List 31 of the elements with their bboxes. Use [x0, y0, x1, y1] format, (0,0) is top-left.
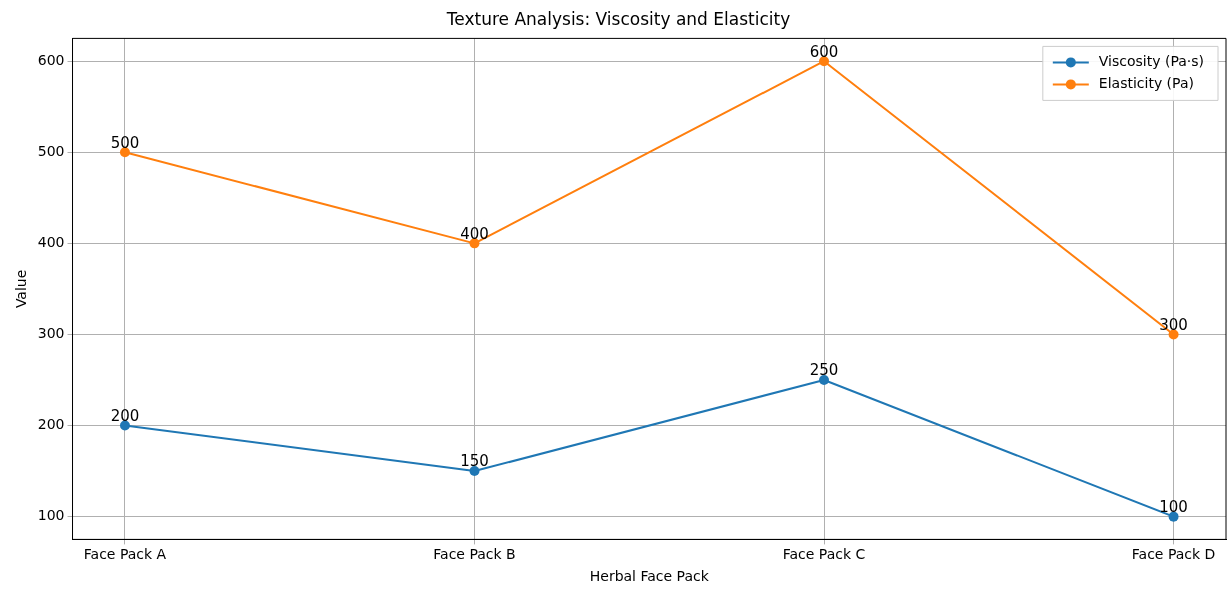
x-tick-label: Face Pack C — [782, 546, 866, 563]
point — [819, 56, 830, 67]
point — [469, 466, 480, 477]
point — [819, 374, 830, 385]
point — [119, 147, 130, 158]
y-tick-label: 400 — [37, 234, 65, 250]
y-tick-label: 300 — [37, 325, 65, 342]
point — [469, 238, 480, 249]
data-label: 100 — [1159, 498, 1188, 517]
y-tick-label: 600 — [37, 51, 65, 68]
x-tick-label: Face Pack D — [1131, 546, 1216, 563]
point — [1168, 511, 1179, 522]
y-axis-title: Value — [13, 269, 30, 309]
x-tick-label: Face Pack B — [433, 546, 516, 563]
data-label: 250 — [809, 361, 839, 380]
data-label: 600 — [809, 42, 839, 61]
point — [119, 420, 130, 431]
y-tick-label: 100 — [37, 507, 65, 524]
x-axis-title: Herbal Face Pack — [589, 568, 710, 585]
chart-title: Texture Analysis: Viscosity and Elasticity — [445, 8, 791, 29]
data-label: 200 — [110, 406, 140, 425]
data-label: 300 — [1159, 315, 1188, 334]
point — [1168, 329, 1179, 340]
data-label: 400 — [460, 224, 489, 243]
legend-label: Elasticity (Pa) — [1098, 75, 1194, 92]
legend-label: Viscosity (Pa·s) — [1098, 53, 1204, 70]
data-label: 500 — [110, 133, 140, 152]
y-tick-label: 200 — [37, 416, 65, 433]
data-label: 150 — [460, 452, 489, 471]
y-tick-label: 500 — [37, 142, 65, 159]
x-tick-label: Face Pack A — [83, 546, 167, 563]
